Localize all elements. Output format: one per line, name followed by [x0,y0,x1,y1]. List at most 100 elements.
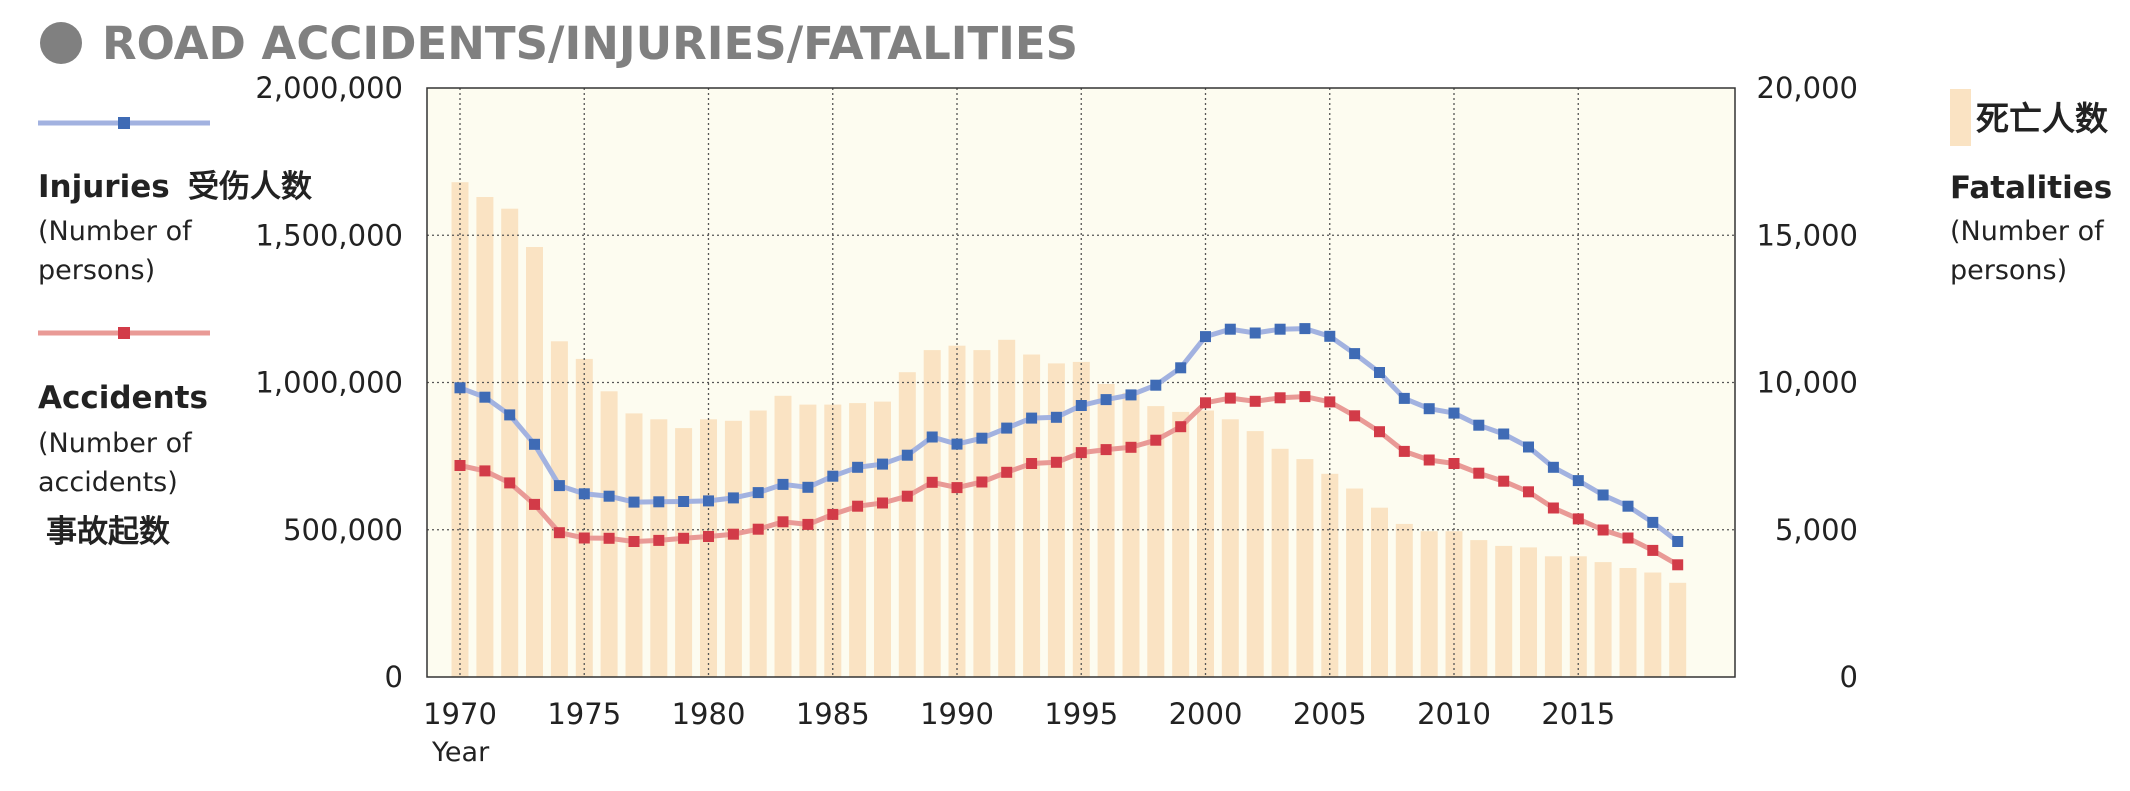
accidents-point-2001 [1224,392,1236,404]
x-tick-label-1990: 1990 [920,697,994,731]
left-tick-label-0: 0 [385,660,403,694]
injuries-point-1975 [578,488,590,500]
fatalities-bar-1997 [1122,392,1140,677]
injuries-point-2017 [1622,500,1634,512]
accidents-point-1992 [1001,466,1013,478]
injuries-point-2010 [1448,407,1460,419]
accidents-point-2005 [1324,396,1336,408]
accidents-point-2014 [1547,502,1559,514]
accidents-point-1990 [951,482,963,494]
legend-fatalities-label-jp: 死亡人数 [1976,99,2109,138]
accidents-point-1996 [1100,444,1112,456]
accidents-point-2008 [1398,445,1410,457]
x-tick-label-2000: 2000 [1169,697,1243,731]
injuries-point-2001 [1224,323,1236,335]
accidents-point-1998 [1150,434,1162,446]
legend-accidents-unit-1: (Number of [38,428,193,459]
fatalities-bar-1999 [1172,411,1190,677]
accidents-point-2010 [1448,458,1460,469]
accidents-point-1972 [504,477,516,489]
accidents-point-1993 [1026,458,1038,469]
accidents-point-2003 [1274,392,1286,404]
injuries-point-2012 [1498,428,1510,440]
injuries-point-1992 [1001,422,1013,434]
injuries-point-1997 [1125,389,1137,401]
fatalities-bar-1994 [1047,363,1065,677]
fatalities-bar-1988 [898,372,916,677]
injuries-point-2009 [1423,403,1435,415]
x-axis-title: Year [431,737,490,768]
injuries-point-2007 [1374,367,1385,378]
injuries-point-1973 [529,438,540,450]
fatalities-bar-2018 [1644,572,1662,677]
legend-accidents-marker [118,327,130,339]
left-tick-label-3: 1,500,000 [255,218,403,252]
left-tick-label-1: 500,000 [283,513,403,547]
injuries-point-1971 [479,391,491,403]
fatalities-bar-2006 [1346,488,1364,677]
injuries-point-1972 [504,409,516,421]
right-tick-label-1: 5,000 [1775,513,1858,547]
accidents-point-2018 [1647,544,1659,556]
fatalities-bar-1972 [501,208,519,677]
injuries-point-2011 [1473,419,1485,431]
accidents-point-2017 [1622,532,1634,544]
fatalities-bar-1991 [973,350,991,677]
injuries-point-1987 [877,458,888,470]
accidents-point-2002 [1249,395,1261,407]
x-tick-label-1975: 1975 [547,697,621,731]
injuries-point-2004 [1299,323,1311,335]
accidents-point-1977 [628,536,640,547]
legend-injuries-label: Injuries [38,169,170,205]
injuries-point-1984 [802,481,814,493]
injuries-point-1976 [603,490,615,502]
fatalities-bar-2011 [1470,540,1488,677]
injuries-point-1978 [653,496,665,508]
injuries-point-1974 [553,480,565,492]
fatalities-bar-1986 [849,403,867,677]
series-lines [454,323,1684,571]
injuries-point-2000 [1200,331,1211,343]
right-tick-label-2: 10,000 [1757,366,1858,400]
injuries-point-2015 [1572,475,1584,487]
accidents-point-2012 [1498,475,1510,487]
x-tick-label-1995: 1995 [1044,697,1118,731]
accidents-point-1999 [1175,421,1187,433]
accidents-point-2004 [1299,391,1311,403]
injuries-point-2006 [1349,348,1361,360]
fatalities-bar-1975 [575,358,593,677]
accidents-point-1983 [777,516,789,528]
axes: 0 500,000 1,000,000 1,500,000 2,000,000 0 5,00… [255,71,1858,731]
injuries-point-1993 [1026,412,1038,424]
fatalities-bar-1989 [923,350,941,677]
injuries-point-1995 [1075,400,1087,411]
injuries-point-1981 [727,492,739,504]
accidents-point-2015 [1572,513,1584,525]
injuries-point-2005 [1324,330,1336,342]
fatalities-bar-2015 [1569,556,1587,677]
grid-lines [427,88,1735,677]
fatalities-bar-2012 [1495,545,1513,677]
injuries-point-1998 [1150,379,1162,391]
accidents-point-2016 [1597,524,1609,536]
injuries-point-2002 [1249,327,1261,339]
chart-title-row: ROAD ACCIDENTS/INJURIES/FATALITIES [40,17,1078,70]
fatalities-bar-1983 [774,395,792,677]
fatalities-bar-1982 [749,410,767,677]
fatalities-bar-1996 [1097,384,1115,677]
legend-accidents-label-jp: 事故起数 [46,514,170,550]
fatalities-bar-2009 [1420,531,1438,677]
right-tick-label-4: 20,000 [1757,71,1858,105]
fatalities-bar-1987 [874,401,891,677]
left-tick-label-4: 2,000,000 [255,71,403,105]
accidents-point-1987 [877,497,888,509]
legend-injuries-unit-1: (Number of [38,216,193,247]
fatalities-bar-2007 [1371,507,1388,677]
accidents-point-2019 [1672,559,1684,571]
fatalities-bar-1984 [799,404,817,677]
injuries-point-1985 [827,470,839,482]
injuries-point-2008 [1398,392,1410,404]
accidents-point-1975 [578,532,590,544]
accidents-point-2009 [1423,454,1435,466]
accidents-point-2013 [1523,486,1534,498]
